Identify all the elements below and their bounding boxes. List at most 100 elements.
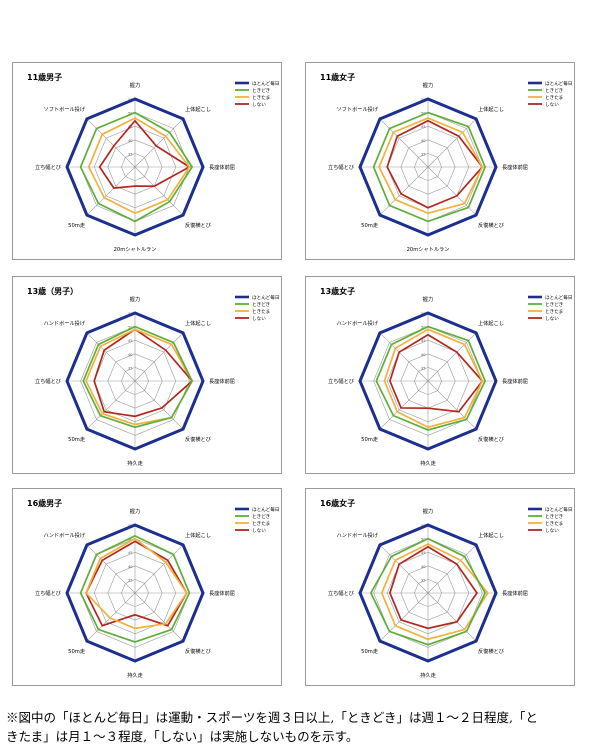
- series-line: [65, 97, 205, 237]
- series-line: [85, 328, 194, 426]
- axis-label: 上体起こし: [185, 319, 211, 327]
- series-line: [65, 523, 205, 663]
- chart-panel: 16歳男子 55 50 45 40 35 握力 上体起こし 長座体前屈 反復横とび 持久走 50m走立…: [12, 488, 282, 686]
- legend-label: ときたま: [545, 308, 563, 315]
- legend-label: ほとんど毎日: [545, 294, 572, 301]
- legend-label: ほとんど毎日: [252, 294, 279, 301]
- legend-label: ときたま: [252, 94, 270, 101]
- legend-label: ときたま: [252, 308, 270, 315]
- legend-label: ときどき: [545, 301, 563, 308]
- tick-label: 40: [128, 139, 133, 143]
- series-line: [79, 111, 194, 223]
- axis-label: 長座体前屈: [502, 163, 528, 171]
- grid-spoke: [379, 544, 429, 594]
- axis-label: 50m走: [68, 222, 85, 229]
- axis-label: ハンドボール投げ: [44, 531, 86, 539]
- chart-panel: 16歳女子 55 50 45 40 35 握力 上体起こし 長座体前屈 反復横とび 持久走 50m走立…: [305, 488, 575, 686]
- tick-label: 50: [421, 538, 426, 542]
- grid-spoke: [86, 332, 136, 382]
- tick-label: 40: [421, 139, 426, 143]
- axis-label: 握力: [423, 295, 433, 303]
- series-line: [369, 537, 487, 646]
- axis-label: 50m走: [361, 222, 378, 229]
- grid-spoke: [379, 380, 429, 430]
- series-line: [85, 537, 188, 630]
- axis-label: 立ち幅とび: [328, 163, 355, 171]
- series-line: [358, 97, 498, 237]
- legend-label: ときたま: [252, 520, 270, 527]
- axis-label: 立ち幅とび: [35, 377, 62, 385]
- series-line: [65, 311, 205, 451]
- axis-label: 立ち幅とび: [35, 589, 62, 597]
- axis-label: 上体起こし: [478, 319, 504, 327]
- legend-label: しない: [545, 527, 559, 534]
- axis-label: 50m走: [361, 648, 378, 655]
- tick-label: 35: [421, 578, 426, 582]
- tick-label: 35: [128, 578, 133, 582]
- radar-chart: 16歳女子5550454035握力上体起こし長座体前屈反復横とび持久走50m走立…: [320, 498, 572, 679]
- series-line: [358, 523, 498, 663]
- footnote-line-1: ※図中の「ほとんど毎日」は運動・スポーツを週３日以上,「ときどき」は週１～２日程…: [6, 710, 538, 725]
- tick-label: 40: [421, 565, 426, 569]
- axis-label: ソフトボール投げ: [44, 105, 86, 113]
- chart-panel: 13歳（男子） 55 50 45 40 35 握力 上体起こし 長座体前屈 反復横とび 持久走 50m…: [12, 276, 282, 474]
- series-line: [389, 545, 478, 630]
- radar-chart: 13歳女子5550454035握力上体起こし長座体前屈反復横とび持久走50m走立…: [320, 286, 572, 467]
- legend-label: しない: [252, 315, 266, 322]
- series-line: [375, 325, 487, 431]
- series-line: [93, 328, 194, 418]
- radar-chart: 11歳男子5550454035握力上体起こし長座体前屈反復横とび20mシャトルラ…: [27, 72, 279, 253]
- series-line: [85, 540, 188, 627]
- axis-label: 50m走: [361, 436, 378, 443]
- legend-label: ときたま: [545, 94, 563, 101]
- legend-label: しない: [545, 315, 559, 322]
- axis-label: 長座体前屈: [209, 589, 235, 597]
- legend-label: ときどき: [252, 513, 270, 520]
- axis-label: 長座体前屈: [502, 589, 528, 597]
- tick-label: 35: [421, 366, 426, 370]
- tick-label: 45: [128, 551, 133, 555]
- chart-panel: 11歳男子 55 50 45 40 35 握力 上体起こし 長座体前屈 反復横とび 20mシャトルラ…: [12, 62, 282, 260]
- axis-label: ハンドボール投げ: [44, 319, 86, 327]
- grid-spoke: [134, 544, 184, 594]
- legend-label: しない: [545, 101, 559, 108]
- legend-label: ほとんど毎日: [545, 506, 572, 513]
- axis-label: 持久走: [127, 671, 143, 679]
- axis-label: 50m走: [68, 648, 85, 655]
- tick-label: 45: [421, 125, 426, 129]
- tick-label: 35: [128, 366, 133, 370]
- legend-label: ほとんど毎日: [545, 80, 572, 87]
- axis-label: 上体起こし: [478, 105, 504, 113]
- chart-title: 13歳（男子）: [27, 286, 78, 296]
- axis-label: 上体起こし: [185, 105, 211, 113]
- tick-label: 50: [421, 326, 426, 330]
- axis-label: 握力: [423, 81, 433, 89]
- grid-spoke: [134, 166, 184, 216]
- axis-label: ハンドボール投げ: [337, 319, 379, 327]
- axis-label: 握力: [130, 295, 140, 303]
- series-line: [383, 328, 484, 429]
- grid-spoke: [134, 118, 184, 168]
- axis-label: 50m走: [68, 436, 85, 443]
- legend-label: ときどき: [545, 87, 563, 94]
- series-line: [372, 111, 487, 223]
- chart-title: 11歳女子: [320, 72, 355, 82]
- series-line: [82, 325, 194, 429]
- tick-label: 40: [128, 353, 133, 357]
- legend-label: ほとんど毎日: [252, 506, 279, 513]
- tick-label: 45: [128, 339, 133, 343]
- axis-label: 上体起こし: [185, 531, 211, 539]
- series-line: [386, 119, 484, 209]
- tick-label: 50: [128, 538, 133, 542]
- axis-label: 握力: [130, 81, 140, 89]
- grid-spoke: [86, 118, 136, 168]
- grid-spoke: [427, 592, 477, 642]
- axis-label: 反復横とび: [185, 647, 212, 655]
- axis-label: 持久走: [420, 459, 436, 467]
- radar-chart: 11歳女子5550454035握力上体起こし長座体前屈反復横とび20mシャトルラ…: [320, 72, 572, 253]
- series-line: [98, 119, 192, 190]
- axis-label: 上体起こし: [478, 531, 504, 539]
- radar-chart: 16歳男子5550454035握力上体起こし長座体前屈反復横とび持久走50m走立…: [27, 498, 279, 679]
- footnote: ※図中の「ほとんど毎日」は運動・スポーツを週３日以上,「ときどき」は週１～２日程…: [6, 708, 596, 746]
- chart-panel: 11歳女子 55 50 45 40 35 握力 上体起こし 長座体前屈 反復横とび 20mシャトルラ…: [305, 62, 575, 260]
